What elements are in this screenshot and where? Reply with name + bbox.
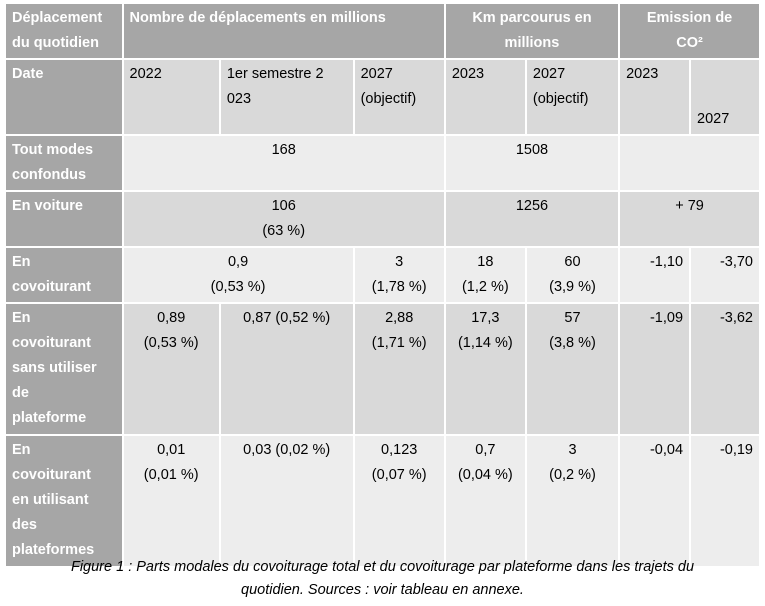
date-co2-2023: 2023 (620, 60, 690, 134)
header-trips-millions: Nombre de déplacements en millions (123, 4, 444, 58)
row-car: En voiture 106 (63 %) 1256 + 79 (6, 192, 759, 246)
row-carpool-platform: En covoiturant en utilisant des plateformes … (6, 436, 759, 566)
date-km-2023: 2023 (445, 60, 525, 134)
platform-km-2027: 3 (0,2 %) (526, 436, 619, 566)
platform-trips-2022: 0,01 (0,01 %) (123, 436, 219, 566)
row-label-date: Date (6, 60, 122, 134)
no-platform-trips-2027: 2,88 (1,71 %) (354, 304, 444, 434)
car-km: 1256 (445, 192, 619, 246)
date-km-2027-objective: 2027 (objectif) (526, 60, 619, 134)
row-label-all-modes: Tout modes confondus (6, 136, 122, 190)
no-platform-trips-semester: 0,87 (0,52 %) (220, 304, 353, 434)
all-modes-km: 1508 (445, 136, 619, 190)
carpool-co2-2023: -1,10 (620, 248, 690, 302)
date-2027-objective: 2027 (objectif) (354, 60, 444, 134)
date-semester-2023: 1er semestre 2 023 (220, 60, 353, 134)
car-co2: + 79 (620, 192, 759, 246)
figure-caption: Figure 1 : Parts modales du covoiturage … (70, 559, 695, 598)
row-label-carpool-platform: En covoiturant en utilisant des plateformes (6, 436, 122, 566)
row-label-carpool: En covoiturant (6, 248, 122, 302)
all-modes-trips: 168 (123, 136, 444, 190)
header-km-millions: Km parcourus en millions (445, 4, 619, 58)
date-2022: 2022 (123, 60, 219, 134)
header-co2-emission: Emission de CO² (620, 4, 759, 58)
row-carpool: En covoiturant 0,9 (0,53 %) 3 (1,78 %) 18 (1… (6, 248, 759, 302)
no-platform-co2-2023: -1,09 (620, 304, 690, 434)
row-carpool-no-platform: En covoiturant sans utiliser de plateforme 0… (6, 304, 759, 434)
carpool-trips-2027: 3 (1,78 %) (354, 248, 444, 302)
no-platform-trips-2022: 0,89 (0,53 %) (123, 304, 219, 434)
carpool-trips-2022-2023: 0,9 (0,53 %) (123, 248, 353, 302)
no-platform-km-2023: 17,3 (1,14 %) (445, 304, 525, 434)
no-platform-co2-2027: -3,62 (691, 304, 759, 434)
row-all-modes: Tout modes confondus 168 1508 (6, 136, 759, 190)
platform-trips-2027: 0,123 (0,07 %) (354, 436, 444, 566)
platform-km-2023: 0,7 (0,04 %) (445, 436, 525, 566)
date-co2-2027: 2027 (691, 60, 759, 134)
platform-co2-2027: -0,19 (691, 436, 759, 566)
row-label-car: En voiture (6, 192, 122, 246)
platform-co2-2023: -0,04 (620, 436, 690, 566)
date-row: Date 2022 1er semestre 2 023 2027 (objecti… (6, 60, 759, 134)
carpool-km-2027: 60 (3,9 %) (526, 248, 619, 302)
header-row: Déplacement du quotidien Nombre de déplac… (6, 4, 759, 58)
header-daily-travel: Déplacement du quotidien (6, 4, 122, 58)
no-platform-km-2027: 57 (3,8 %) (526, 304, 619, 434)
platform-trips-semester: 0,03 (0,02 %) (220, 436, 353, 566)
carpool-table: Déplacement du quotidien Nombre de déplac… (4, 2, 761, 568)
carpool-co2-2027: -3,70 (691, 248, 759, 302)
row-label-carpool-no-platform: En covoiturant sans utiliser de plateforme (6, 304, 122, 434)
all-modes-co2 (620, 136, 759, 190)
car-trips: 106 (63 %) (123, 192, 444, 246)
carpool-km-2023: 18 (1,2 %) (445, 248, 525, 302)
